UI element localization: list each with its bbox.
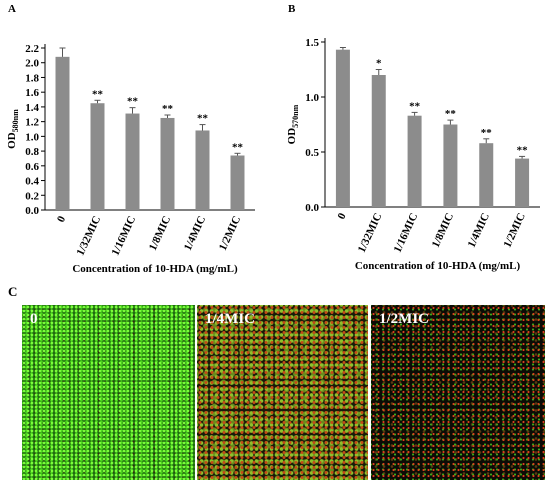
x-tick-label: 0: [335, 211, 348, 222]
y-tick-label: 1.5: [305, 37, 319, 49]
y-tick-label: 1.4: [25, 102, 39, 114]
microscopy-image: 0: [22, 305, 195, 480]
x-tick-label: 1/4MIC: [182, 214, 208, 252]
bar: [125, 113, 140, 210]
significance: **: [481, 127, 493, 139]
y-tick-label: 0.0: [25, 205, 39, 217]
image-label: 0: [30, 311, 38, 327]
image-label: 1/4MIC: [205, 311, 255, 327]
y-tick-label: 0.0: [305, 202, 319, 214]
y-axis-label: OD580nm: [6, 109, 20, 149]
microscopy-image: 1/2MIC: [371, 305, 545, 480]
y-tick-label: 0.2: [25, 190, 39, 202]
significance: **: [445, 108, 457, 120]
significance: **: [92, 88, 104, 100]
bar: [335, 49, 350, 208]
panel-label: A: [8, 3, 16, 15]
bar: [230, 155, 245, 210]
y-tick-label: 2.0: [25, 58, 39, 70]
bar: [160, 117, 175, 210]
bar: [195, 130, 210, 210]
y-tick-label: 1.2: [25, 117, 39, 129]
bar: [479, 143, 494, 207]
bar: [515, 158, 530, 207]
bar: [371, 75, 386, 207]
significance: **: [517, 144, 529, 156]
significance: **: [197, 113, 209, 125]
x-tick-label: 1/2MIC: [217, 214, 243, 252]
y-tick-label: 0.8: [25, 146, 39, 158]
bar: [90, 103, 105, 210]
y-tick-label: 1.8: [25, 72, 39, 84]
significance: **: [232, 141, 244, 153]
y-label-main: OD: [6, 132, 18, 149]
y-tick-label: 0.4: [25, 176, 39, 188]
y-tick-label: 0.6: [25, 161, 39, 173]
panel-label: B: [288, 3, 296, 15]
y-tick-label: 1.0: [305, 92, 319, 104]
x-tick-label: 1/16MIC: [110, 214, 139, 257]
panel-label: C: [8, 284, 18, 299]
y-tick-label: 1.6: [25, 87, 39, 99]
microscopy-image: 1/4MIC: [197, 305, 368, 480]
y-tick-label: 0.5: [305, 147, 319, 159]
y-axis-label: OD570nm: [286, 104, 300, 144]
bar: [407, 115, 422, 207]
significance: **: [162, 103, 174, 115]
x-tick-label: 1/4MIC: [466, 211, 492, 249]
y-label-sub: 570nm: [291, 104, 300, 127]
x-axis-label: Concentration of 10-HDA (mg/mL): [355, 260, 521, 272]
x-tick-label: 0: [55, 214, 68, 225]
x-tick-label: 1/8MIC: [147, 214, 173, 252]
x-tick-label: 1/32MIC: [356, 211, 385, 254]
y-tick-label: 2.2: [25, 43, 39, 55]
bar: [55, 56, 70, 210]
significance: **: [409, 100, 421, 112]
y-tick-label: 1.0: [25, 131, 39, 143]
x-axis-label: Concentration of 10-HDA (mg/mL): [72, 263, 238, 275]
significance: *: [376, 58, 382, 70]
x-tick-label: 1/8MIC: [430, 211, 456, 249]
x-tick-label: 1/2MIC: [501, 211, 527, 249]
charts: A0.00.20.40.60.81.01.21.41.61.82.02.2OD5…: [6, 3, 540, 275]
y-label-sub: 580nm: [11, 109, 20, 132]
y-label-main: OD: [286, 128, 298, 145]
x-tick-label: 1/32MIC: [75, 214, 104, 257]
x-tick-label: 1/16MIC: [392, 211, 421, 254]
bar: [443, 124, 458, 207]
image-label: 1/2MIC: [379, 311, 429, 327]
significance: **: [127, 96, 139, 108]
